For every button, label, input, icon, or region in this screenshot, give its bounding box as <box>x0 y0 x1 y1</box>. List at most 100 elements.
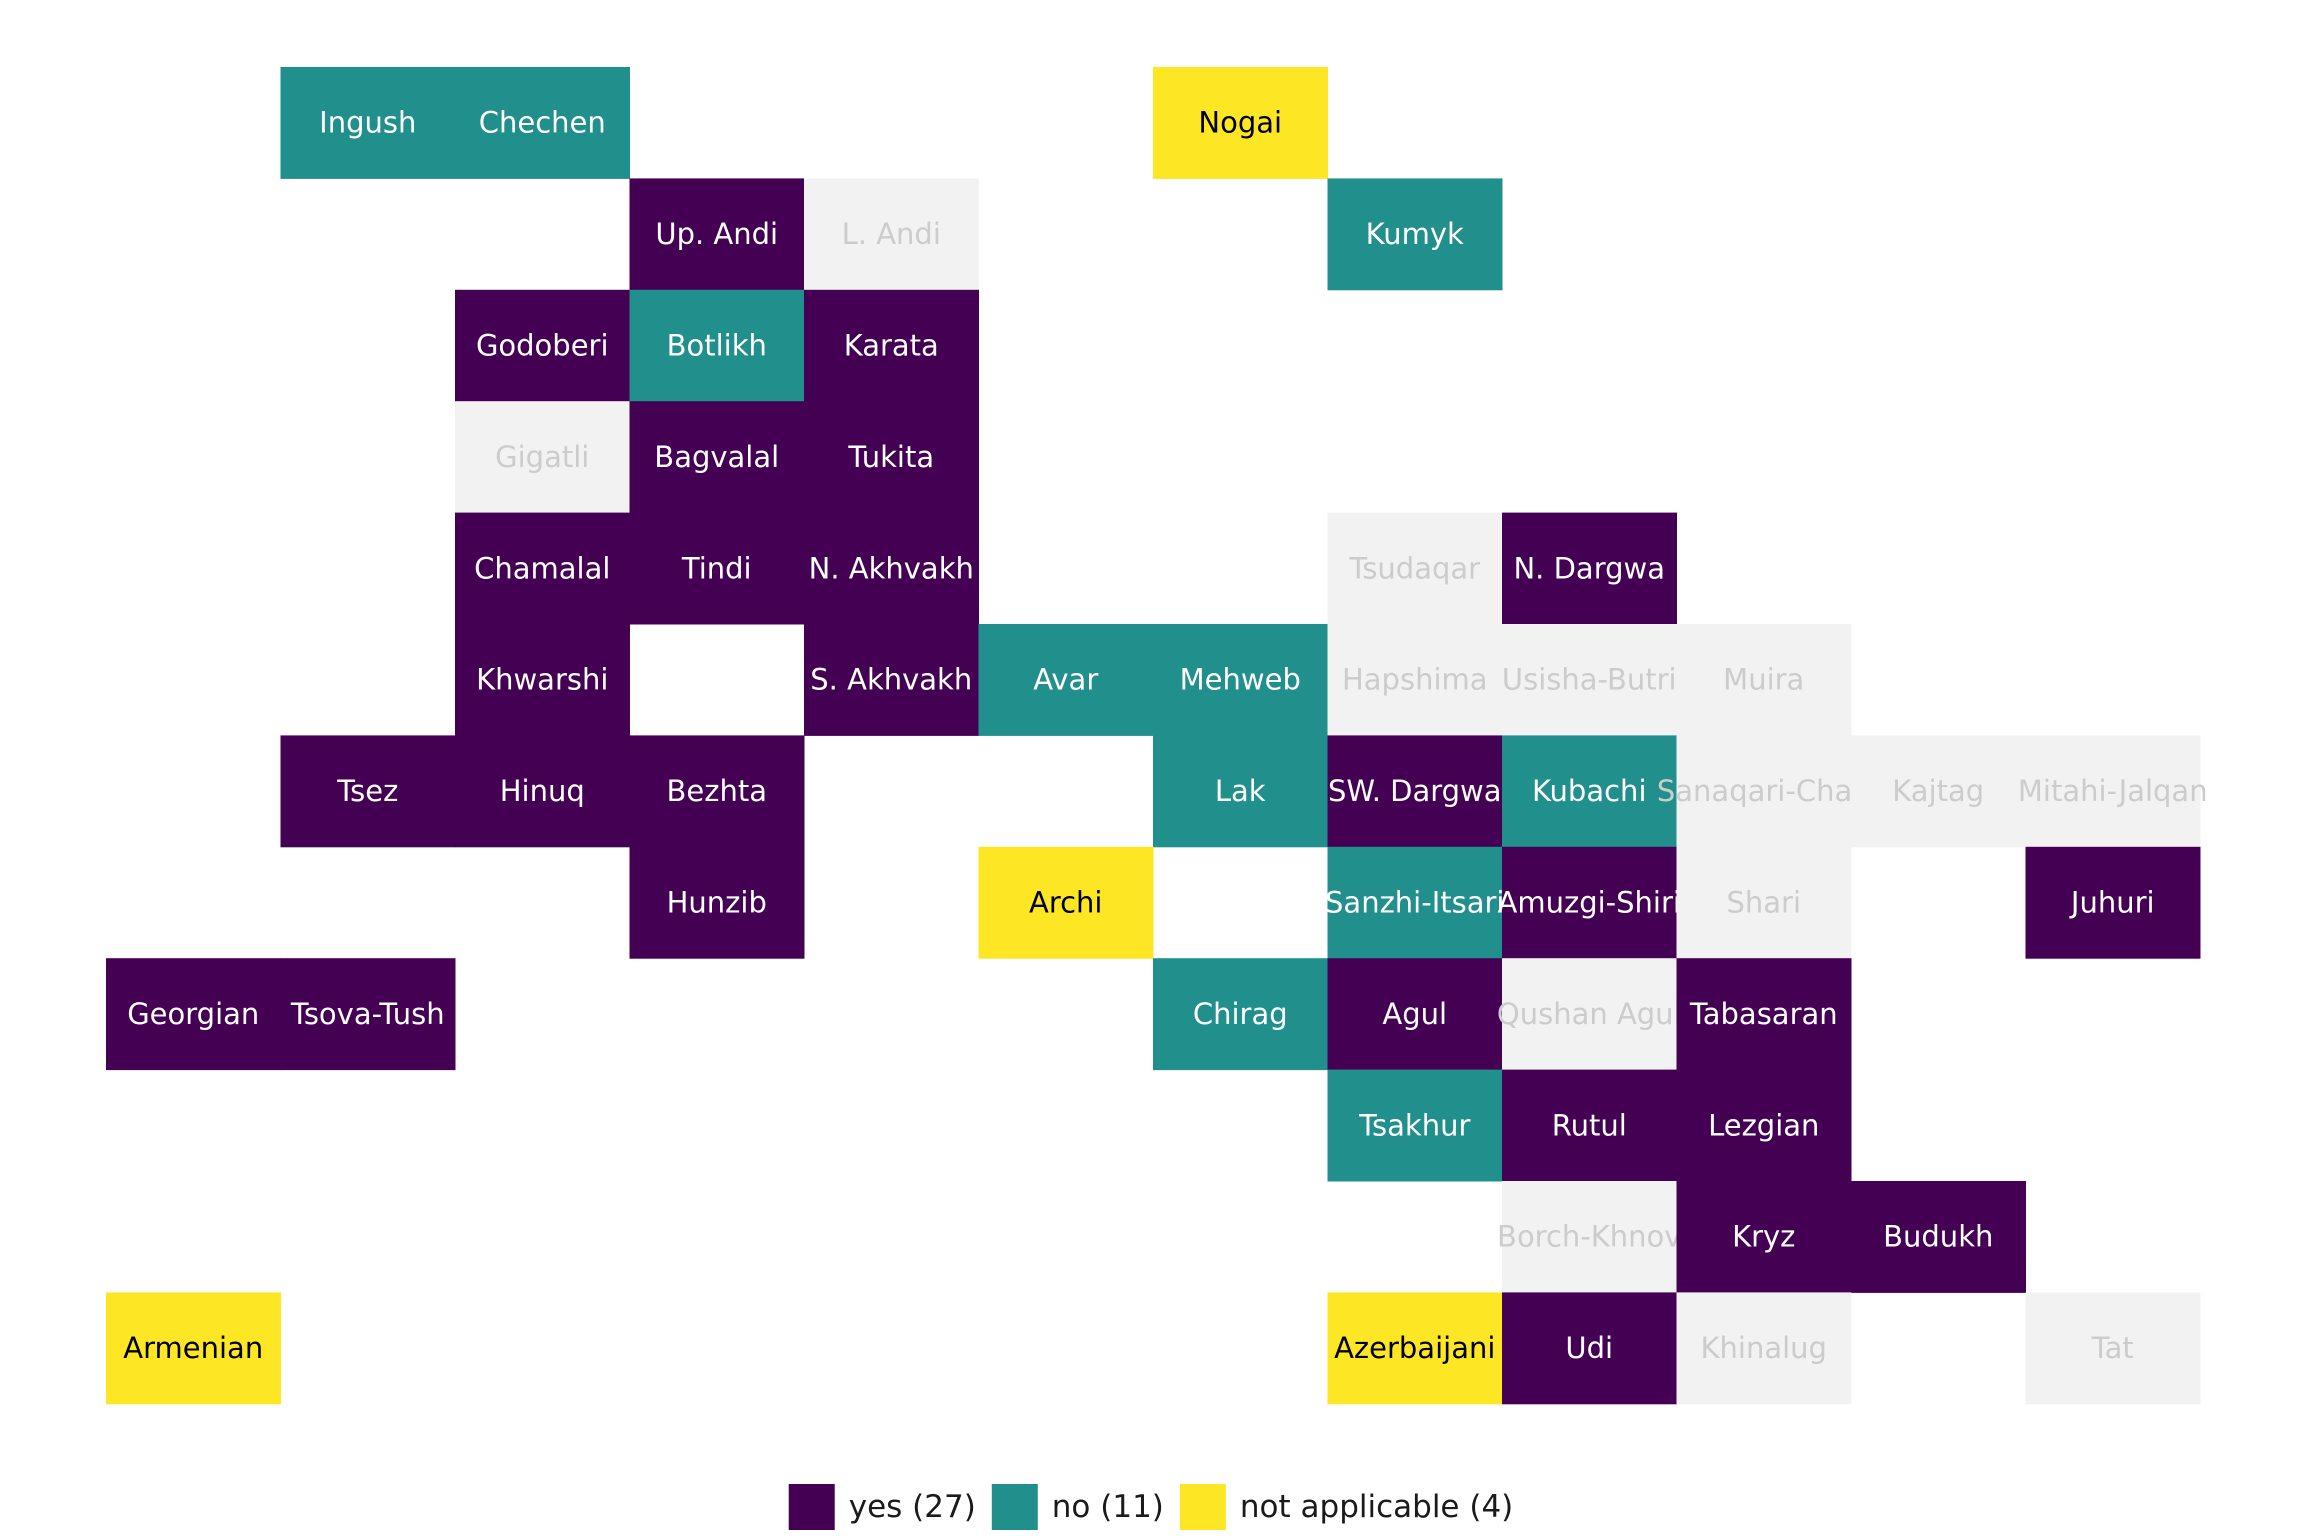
tile-label: Gigatli <box>495 440 589 474</box>
tile <box>2025 735 2201 848</box>
tile-label: Tsakhur <box>1358 1108 1470 1142</box>
tile <box>978 846 1154 959</box>
tile-label: Borch-Khnov <box>1497 1220 1681 1254</box>
legend-swatch <box>991 1484 1038 1530</box>
tile <box>1676 735 1852 848</box>
tile <box>455 624 630 736</box>
tile-label: Tindi <box>681 551 752 585</box>
tile-label: Amuzgi-Shiri <box>1498 886 1681 920</box>
tile <box>1676 624 1852 736</box>
legend: yes (27) no (11) not applicable (4) <box>788 1484 1513 1530</box>
tile <box>1153 735 1328 848</box>
tile <box>1676 1069 1852 1182</box>
tile-label: Godoberi <box>476 329 609 363</box>
tile <box>455 401 630 514</box>
tile <box>455 735 630 848</box>
tile <box>280 67 456 179</box>
tile-label: Chirag <box>1193 997 1288 1031</box>
tile <box>978 624 1154 736</box>
tile <box>1502 624 1677 736</box>
tile <box>1502 1181 1677 1293</box>
tile <box>455 512 630 625</box>
tile <box>1327 1292 1503 1405</box>
tile-label: Hunzib <box>667 886 767 920</box>
legend-label: no (11) <box>1052 1489 1164 1525</box>
tile-label: Botlikh <box>667 329 767 363</box>
tile <box>629 735 805 848</box>
tile-label: Avar <box>1033 663 1098 697</box>
tile <box>1327 958 1503 1071</box>
tile-label: Tsudaqar <box>1348 551 1480 585</box>
tile <box>455 289 630 402</box>
tile-label: Lak <box>1215 774 1266 808</box>
tile <box>1676 958 1852 1071</box>
legend-label: not applicable (4) <box>1240 1489 1513 1525</box>
tile-label: Karata <box>844 329 939 363</box>
tile <box>1153 67 1328 179</box>
tile <box>629 178 805 291</box>
tile-label: Khinalug <box>1701 1331 1827 1365</box>
tile-label: Sanzhi-Itsari <box>1325 886 1504 920</box>
tile-label: Ingush <box>319 106 416 140</box>
tile-label: Bagvalal <box>654 440 779 474</box>
tile-label: Tukita <box>847 440 934 474</box>
tile <box>2025 846 2201 959</box>
tile <box>106 1292 281 1405</box>
tile <box>2025 1292 2201 1405</box>
tile <box>1851 1181 2026 1293</box>
tile <box>804 512 979 625</box>
tile-label: Kumyk <box>1366 217 1464 251</box>
tile-label: Up. Andi <box>655 217 778 251</box>
tile <box>1327 846 1503 959</box>
tile-label: Kryz <box>1732 1220 1795 1254</box>
tile <box>1327 735 1503 848</box>
tile <box>629 846 805 959</box>
tile-label: Kajtag <box>1892 774 1984 808</box>
tile <box>629 289 805 402</box>
tile <box>1502 1069 1677 1182</box>
tile-label: Juhuri <box>2069 886 2155 920</box>
tile-label: Tabasaran <box>1689 997 1838 1031</box>
tile-label: Khwarshi <box>476 663 608 697</box>
tile-label: Shari <box>1726 886 1801 920</box>
tile <box>1502 512 1677 625</box>
tile <box>1851 735 2026 848</box>
tile <box>1676 1181 1852 1293</box>
tile-label: Tat <box>2091 1331 2134 1365</box>
tile-label: Archi <box>1029 886 1103 920</box>
tile <box>1153 624 1328 736</box>
tile <box>1502 1292 1677 1405</box>
legend-swatch <box>1179 1484 1226 1530</box>
legend-label: yes (27) <box>849 1489 976 1525</box>
tile-label: Budukh <box>1883 1220 1993 1254</box>
tile-label: N. Akhvakh <box>809 551 974 585</box>
tile-label: Kubachi <box>1532 774 1647 808</box>
tile-label: Agul <box>1382 997 1447 1031</box>
tile <box>1676 846 1852 959</box>
tile <box>455 67 630 179</box>
tile <box>280 958 456 1071</box>
tile-label: Nogai <box>1198 106 1282 140</box>
tile-label: Usisha-Butri <box>1502 663 1677 697</box>
tile-label: Hapshima <box>1342 663 1488 697</box>
tile <box>629 401 805 514</box>
tile-label: Bezhta <box>667 774 767 808</box>
tile-label: Chamalal <box>474 551 610 585</box>
tile <box>1502 735 1677 848</box>
tile-label: Muira <box>1723 663 1804 697</box>
tile-label: Rutul <box>1552 1108 1627 1142</box>
tile-label: Hinuq <box>500 774 585 808</box>
tile <box>1502 958 1677 1071</box>
tile <box>1327 624 1503 736</box>
tile <box>280 735 456 848</box>
tile-label: Mehweb <box>1180 663 1301 697</box>
tile-label: Qushan Agul <box>1497 997 1682 1031</box>
tile-label: Tsova-Tush <box>290 997 445 1031</box>
tile <box>804 624 979 736</box>
tile-label: Armenian <box>123 1331 263 1365</box>
tile <box>1327 178 1503 291</box>
tile-label: Sanaqari-Chah <box>1657 774 1871 808</box>
tile <box>629 512 805 625</box>
